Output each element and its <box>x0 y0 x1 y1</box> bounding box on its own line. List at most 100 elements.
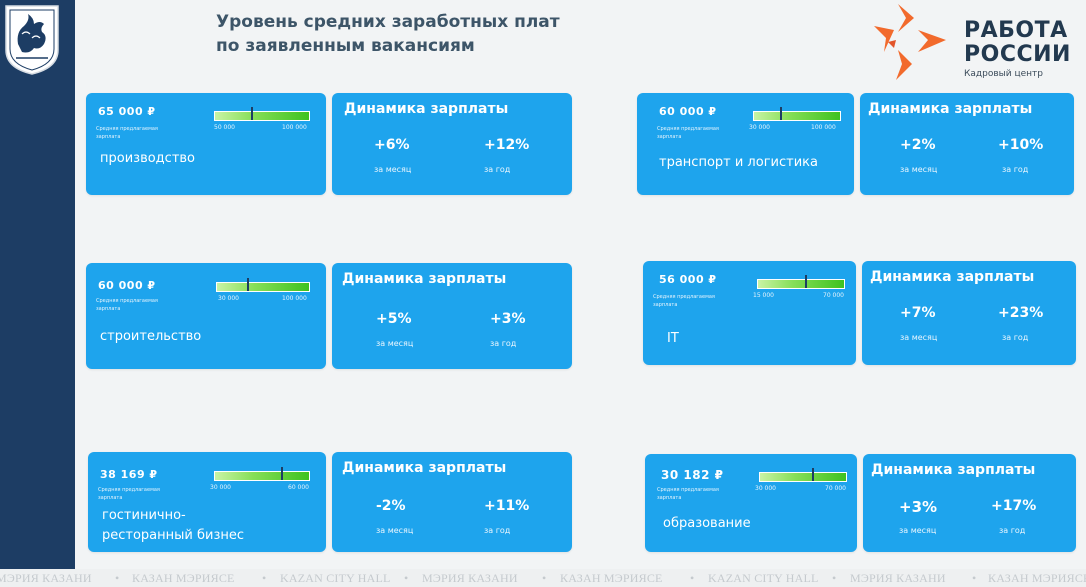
year-change: +10% <box>998 137 1044 153</box>
scale-min: 30 000 <box>749 124 770 131</box>
salary-range-bar <box>214 107 310 121</box>
salary-range-bar <box>757 275 845 289</box>
salary-value: 56 000 ₽ <box>659 273 717 286</box>
month-change: +2% <box>900 137 936 153</box>
salary-value: 65 000 ₽ <box>98 105 156 118</box>
industry-label-line2: ресторанный бизнес <box>102 528 245 543</box>
page-title-line1: Уровень средних заработных плат <box>216 12 560 32</box>
year-label: за год <box>1002 333 1029 342</box>
salary-card-construction: 60 000 ₽ Средняя предлагаемая зарплата 3… <box>86 263 326 369</box>
salary-range-bar <box>759 468 847 482</box>
dynamics-card-hospitality: Динамика зарплаты -2% за месяц +11% за г… <box>332 452 572 552</box>
rabota-rossii-logo: РАБОТА РОССИИ Кадровый центр <box>868 0 1078 86</box>
ticker-dot: • <box>404 571 409 585</box>
month-change: +6% <box>374 137 410 153</box>
dynamics-title: Динамика зарплаты <box>342 271 507 287</box>
year-change: +12% <box>484 137 530 153</box>
ticker-dot: • <box>832 571 837 585</box>
salary-marker <box>779 107 782 120</box>
dynamics-title: Динамика зарплаты <box>871 462 1036 478</box>
ticker-dot: • <box>542 571 547 585</box>
scale-max: 70 000 <box>825 485 846 492</box>
salary-card-production: 65 000 ₽ Средняя предлагаемая зарплата 5… <box>86 93 326 195</box>
ticker-item: МЭРИЯ КАЗАНИ <box>422 571 518 585</box>
year-label: за год <box>1002 165 1029 174</box>
ticker-item: КАЗАН МЭРИЯСЕ <box>132 571 235 585</box>
industry-label: IT <box>667 331 679 346</box>
page-title-line2: по заявленным вакансиям <box>216 36 475 56</box>
year-label: за год <box>999 526 1026 535</box>
scale-min: 30 000 <box>755 485 776 492</box>
salary-range-bar <box>753 107 841 121</box>
salary-card-education: 30 182 ₽ Средняя предлагаемая зарплата 3… <box>645 454 857 552</box>
month-label: за месяц <box>376 526 414 535</box>
scale-max: 70 000 <box>823 292 844 299</box>
kazan-coat-of-arms-icon <box>5 5 59 75</box>
salary-value: 60 000 ₽ <box>98 279 156 292</box>
salary-sublabel: Средняя предлагаемая зарплата <box>96 298 158 312</box>
salary-range-bar <box>216 278 310 292</box>
sidebar <box>0 0 75 570</box>
month-change: -2% <box>376 498 406 514</box>
month-change: +7% <box>900 305 936 321</box>
ticker-item: КАЗАН МЭРИЯСЕ <box>560 571 663 585</box>
year-change: +23% <box>998 305 1044 321</box>
year-change: +17% <box>991 498 1037 514</box>
salary-sublabel: Средняя предлагаемая зарплата <box>657 487 719 501</box>
year-change: +11% <box>484 498 530 514</box>
salary-sublabel: Средняя предлагаемая зарплата <box>653 294 715 308</box>
ticker-item: KAZAN CITY HALL <box>280 571 391 585</box>
logo-line2: РОССИИ <box>964 42 1071 67</box>
salary-card-hospitality: 38 169 ₽ Средняя предлагаемая зарплата 3… <box>88 452 326 552</box>
scale-max: 100 000 <box>811 124 836 131</box>
month-label: за месяц <box>376 339 414 348</box>
logo-subtitle: Кадровый центр <box>964 69 1043 79</box>
year-label: за год <box>484 165 511 174</box>
month-change: +3% <box>899 498 938 516</box>
ticker-item: КАЗАН МЭРИЯСЕ <box>988 571 1086 585</box>
ticker-item: МЭРИЯ КАЗАНИ <box>850 571 946 585</box>
salary-marker <box>250 107 253 120</box>
scale-min: 30 000 <box>218 295 239 302</box>
industry-label-line1: гостинично- <box>102 508 186 523</box>
ticker-item: KAZAN CITY HALL <box>708 571 819 585</box>
dynamics-card-it: Динамика зарплаты +7% за месяц +23% за г… <box>862 261 1076 365</box>
scale-max: 100 000 <box>282 295 307 302</box>
dynamics-card-transport: Динамика зарплаты +2% за месяц +10% за г… <box>860 93 1074 195</box>
ticker-dot: • <box>690 571 695 585</box>
ticker-dot: • <box>115 571 120 585</box>
logo-line1: РАБОТА <box>964 18 1068 43</box>
year-label: за год <box>490 339 517 348</box>
month-label: за месяц <box>900 165 938 174</box>
star-burst-icon <box>874 4 946 80</box>
year-change: +3% <box>490 311 526 327</box>
salary-marker <box>247 278 250 291</box>
month-label: за месяц <box>374 165 412 174</box>
salary-marker <box>811 468 814 481</box>
ticker-item: МЭРИЯ КАЗАНИ <box>0 571 92 585</box>
scale-min: 15 000 <box>753 292 774 299</box>
industry-label: транспорт и логистика <box>659 155 818 170</box>
salary-card-it: 56 000 ₽ Средняя предлагаемая зарплата 1… <box>643 261 856 365</box>
footer-ticker: МЭРИЯ КАЗАНИ • КАЗАН МЭРИЯСЕ • KAZAN CIT… <box>0 569 1086 587</box>
industry-label: строительство <box>100 329 202 344</box>
dynamics-title: Динамика зарплаты <box>870 269 1035 285</box>
salary-value: 30 182 ₽ <box>661 468 724 482</box>
salary-value: 38 169 ₽ <box>100 468 158 481</box>
page-title: Уровень средних заработных плат по заявл… <box>216 10 636 58</box>
salary-sublabel: Средняя предлагаемая зарплата <box>98 487 160 501</box>
month-label: за месяц <box>899 526 937 535</box>
salary-marker <box>805 275 808 288</box>
scale-min: 30 000 <box>210 484 231 491</box>
industry-label: гостинично- ресторанный бизнес <box>102 506 244 546</box>
industry-label: производство <box>100 151 196 166</box>
salary-range-bar <box>214 467 310 481</box>
salary-value: 60 000 ₽ <box>659 105 717 118</box>
dynamics-card-construction: Динамика зарплаты +5% за месяц +3% за го… <box>332 263 572 369</box>
dynamics-title: Динамика зарплаты <box>342 460 507 476</box>
salary-marker <box>280 467 283 480</box>
salary-sublabel: Средняя предлагаемая зарплата <box>96 126 158 140</box>
month-label: за месяц <box>900 333 938 342</box>
ticker-dot: • <box>262 571 267 585</box>
scale-max: 100 000 <box>282 124 307 131</box>
